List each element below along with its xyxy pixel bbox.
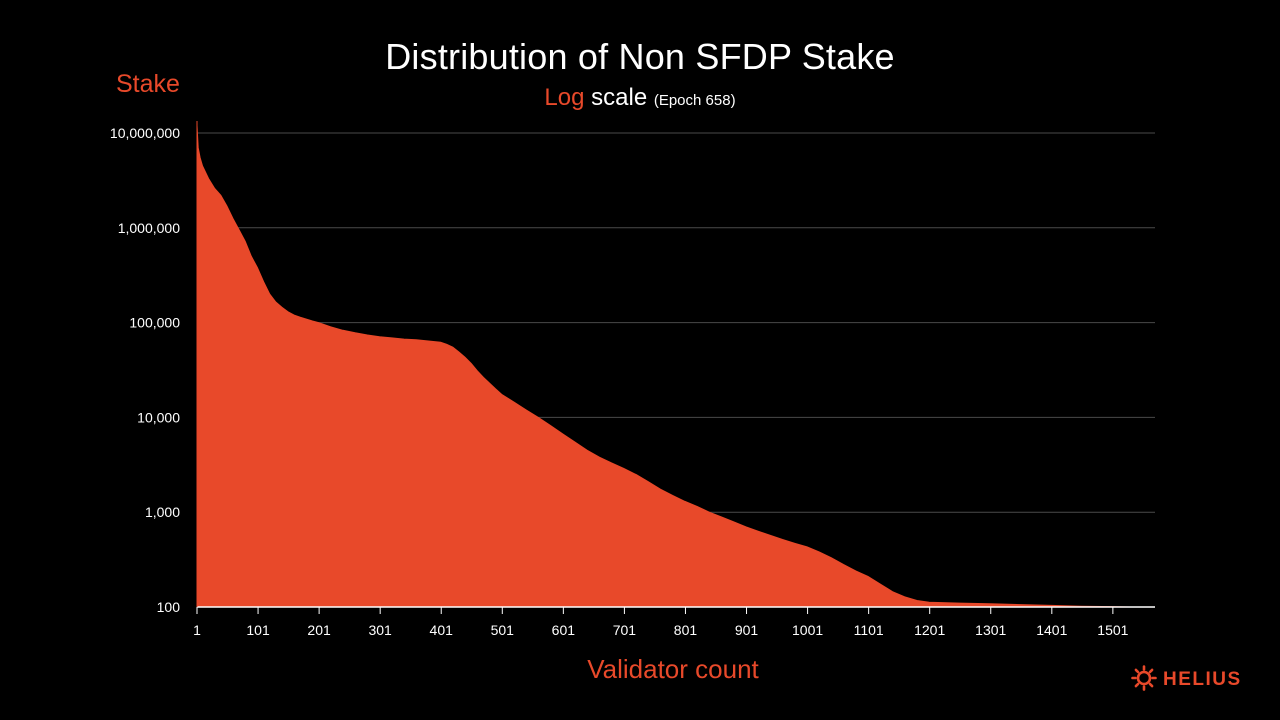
x-tick-label: 701 <box>613 622 637 638</box>
x-tick-label: 1101 <box>854 622 884 638</box>
x-tick-label: 801 <box>674 622 698 638</box>
x-tick-labels: 1 101 201 301 401 501 601 701 801 901 1001 1101 1201… <box>193 607 1129 638</box>
series-area-layer <box>196 125 1131 608</box>
x-tick-label: 301 <box>368 622 392 638</box>
y-tick-label: 100,000 <box>129 315 180 331</box>
y-tick-labels: 10,000,000 1,000,000 100,000 10,000 1,000 100 <box>110 125 180 615</box>
series-area-0 <box>196 125 1131 608</box>
x-tick-label: 1501 <box>1097 622 1128 638</box>
subtitle-log-word: Log <box>544 84 585 111</box>
helius-logo-text: HELIUS <box>1163 669 1242 690</box>
subtitle-scale-word: scale <box>591 84 648 111</box>
y-tick-label: 100 <box>157 599 181 615</box>
y-tick-label: 10,000,000 <box>110 125 180 141</box>
chart-title: Distribution of Non SFDP Stake <box>385 36 895 77</box>
x-axis-title: Validator count <box>587 654 759 684</box>
x-tick-label: 101 <box>246 622 270 638</box>
x-tick-label: 1401 <box>1036 622 1067 638</box>
axes <box>196 121 1155 608</box>
y-tick-label: 1,000,000 <box>118 220 180 236</box>
x-tick-label: 1301 <box>975 622 1006 638</box>
x-tick-label: 501 <box>491 622 515 638</box>
x-tick-label: 201 <box>307 622 331 638</box>
x-tick-label: 401 <box>430 622 454 638</box>
x-tick-label: 1201 <box>914 622 945 638</box>
subtitle-epoch-note: (Epoch 658) <box>653 92 736 109</box>
helius-sun-icon <box>1131 664 1157 696</box>
chart-subtitle: Log scale (Epoch 658) <box>0 84 1280 112</box>
y-tick-label: 10,000 <box>137 409 180 425</box>
y-axis-title: Stake <box>116 70 180 98</box>
y-tick-label: 1,000 <box>145 504 180 520</box>
x-tick-label: 1 <box>193 622 201 638</box>
x-tick-label: 1001 <box>792 622 823 638</box>
x-tick-label: 901 <box>735 622 759 638</box>
x-tick-label: 601 <box>552 622 576 638</box>
helius-logo: HELIUS <box>1131 664 1242 696</box>
